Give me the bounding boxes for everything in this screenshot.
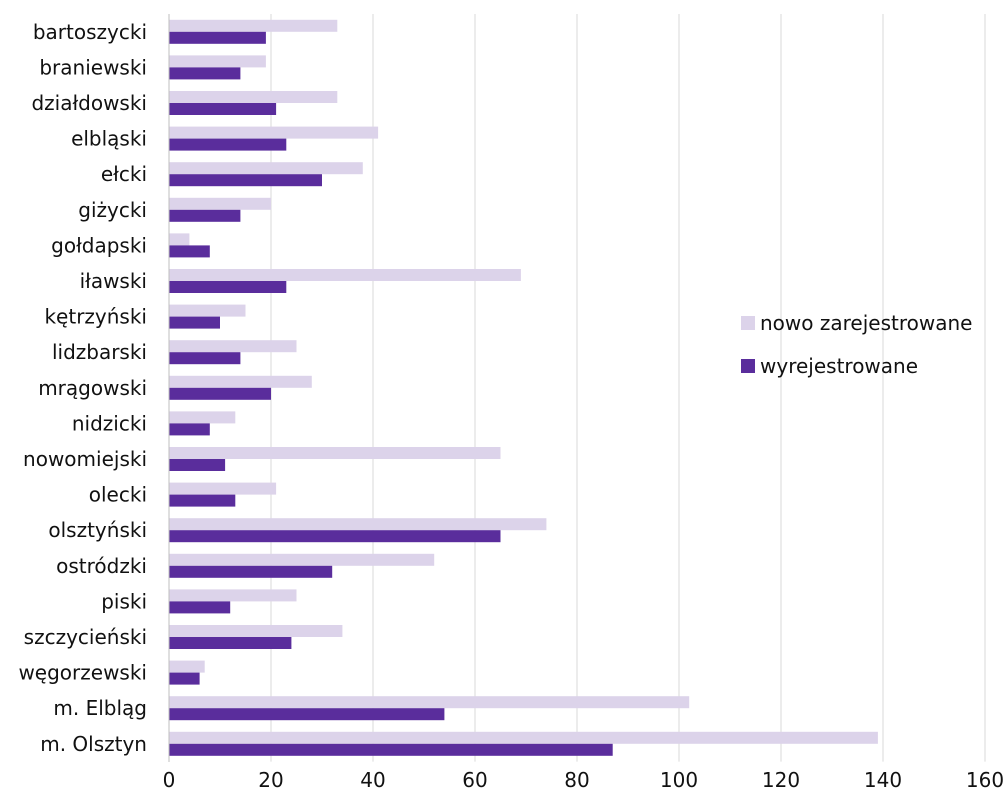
bar-nowo-zarejestrowane	[169, 55, 266, 68]
bar-wyrejestrowane	[169, 530, 501, 543]
legend: nowo zarejestrowane wyrejestrowane	[741, 311, 972, 378]
bar-nowo-zarejestrowane	[169, 162, 363, 175]
x-tick-label: 160	[966, 768, 1004, 792]
bar-nowo-zarejestrowane	[169, 518, 547, 531]
category-label: nidzicki	[72, 411, 147, 435]
category-label: elbląski	[71, 127, 147, 151]
bar-nowo-zarejestrowane	[169, 411, 236, 424]
bar-wyrejestrowane	[169, 31, 266, 44]
gridlines	[270, 14, 986, 762]
bar-wyrejestrowane	[169, 708, 445, 721]
category-label: olsztyński	[48, 518, 147, 542]
category-label: szczycieński	[24, 625, 147, 649]
x-tick-label: 0	[163, 768, 176, 792]
bar-nowo-zarejestrowane	[169, 660, 205, 673]
bar-nowo-zarejestrowane	[169, 197, 271, 210]
bar-nowo-zarejestrowane	[169, 233, 190, 246]
x-tick-label: 100	[660, 768, 698, 792]
category-labels: bartoszycki braniewski działdowski elbląski…	[18, 20, 147, 756]
bars	[169, 19, 878, 756]
bar-wyrejestrowane	[169, 138, 287, 151]
bar-wyrejestrowane	[169, 423, 210, 436]
x-tick-label: 60	[462, 768, 487, 792]
category-label: m. Elbląg	[53, 696, 147, 720]
bar-nowo-zarejestrowane	[169, 482, 277, 495]
x-tick-label: 20	[258, 768, 283, 792]
bar-nowo-zarejestrowane	[169, 126, 379, 139]
legend-label-wyrejestrowane: wyrejestrowane	[760, 354, 918, 378]
bar-wyrejestrowane	[169, 174, 322, 187]
category-label: działdowski	[31, 91, 147, 115]
legend-label-nowo-zarejestrowane: nowo zarejestrowane	[760, 311, 972, 335]
bar-wyrejestrowane	[169, 494, 236, 507]
category-label: iławski	[80, 269, 147, 293]
category-label: lidzbarski	[52, 340, 147, 364]
category-label: piski	[101, 589, 147, 613]
bar-wyrejestrowane	[169, 103, 277, 115]
category-label: mrągowski	[38, 376, 147, 400]
bar-wyrejestrowane	[169, 565, 333, 578]
bar-nowo-zarejestrowane	[169, 589, 297, 602]
bar-wyrejestrowane	[169, 601, 231, 614]
legend-swatch-nowo-zarejestrowane	[741, 316, 755, 330]
x-tick-labels: 0 20 40 60 80 100 120 140 160	[163, 768, 1004, 792]
category-label: ełcki	[101, 162, 147, 186]
bar-nowo-zarejestrowane	[169, 731, 878, 744]
bar-wyrejestrowane	[169, 245, 210, 258]
category-label: nowomiejski	[23, 447, 147, 471]
category-label: olecki	[89, 483, 147, 507]
bar-nowo-zarejestrowane	[169, 19, 338, 32]
bar-wyrejestrowane	[169, 743, 613, 756]
legend-swatch-wyrejestrowane	[741, 359, 755, 373]
bar-nowo-zarejestrowane	[169, 340, 297, 353]
category-label: bartoszycki	[33, 20, 147, 44]
bar-wyrejestrowane	[169, 281, 287, 293]
category-label: ostródzki	[56, 554, 147, 578]
bar-wyrejestrowane	[169, 637, 292, 649]
bar-nowo-zarejestrowane	[169, 91, 338, 103]
bar-wyrejestrowane	[169, 459, 226, 471]
bar-wyrejestrowane	[169, 672, 200, 685]
bar-wyrejestrowane	[169, 352, 241, 365]
x-tick-label: 120	[762, 768, 800, 792]
bar-nowo-zarejestrowane	[169, 304, 246, 317]
x-tick-label: 40	[360, 768, 385, 792]
category-label: giżycki	[78, 198, 147, 222]
bar-wyrejestrowane	[169, 67, 241, 80]
category-label: gołdapski	[51, 233, 147, 257]
category-label: kętrzyński	[44, 305, 147, 329]
bar-nowo-zarejestrowane	[169, 269, 521, 281]
bar-wyrejestrowane	[169, 209, 241, 222]
x-tick-label: 140	[864, 768, 902, 792]
bar-nowo-zarejestrowane	[169, 696, 690, 709]
bar-wyrejestrowane	[169, 387, 271, 400]
bar-nowo-zarejestrowane	[169, 375, 312, 388]
bar-wyrejestrowane	[169, 316, 220, 329]
bar-nowo-zarejestrowane	[169, 447, 501, 459]
category-label: m. Olsztyn	[40, 732, 147, 756]
category-label: węgorzewski	[18, 661, 147, 685]
bar-nowo-zarejestrowane	[169, 625, 343, 637]
x-tick-label: 80	[564, 768, 589, 792]
category-label: braniewski	[39, 55, 147, 79]
bar-nowo-zarejestrowane	[169, 553, 435, 566]
